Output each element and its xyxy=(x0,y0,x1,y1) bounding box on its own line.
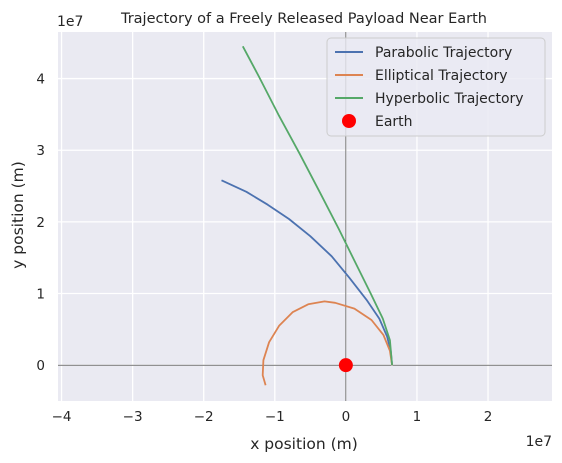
legend-label-parabolic-trajectory: Parabolic Trajectory xyxy=(375,45,512,61)
x-tick-label: 1 xyxy=(413,409,422,425)
parabolic-trajectory-line xyxy=(221,179,393,366)
y-tick-labels: 0 1 2 3 4 xyxy=(36,72,45,375)
y-tick-label: 4 xyxy=(36,72,45,88)
x-tick-labels: −4 −3 −2 −1 0 1 2 xyxy=(52,409,493,425)
legend-label-hyperbolic-trajectory: Hyperbolic Trajectory xyxy=(375,91,524,107)
legend-swatch-earth xyxy=(342,114,356,128)
x-tick-label: −2 xyxy=(194,409,214,425)
x-grid-lines xyxy=(60,32,489,401)
x-tick-label: −1 xyxy=(265,409,285,425)
earth-marker xyxy=(338,358,353,373)
hyperbolic-trajectory-line xyxy=(242,45,393,366)
legend-label-elliptical-trajectory: Elliptical Trajectory xyxy=(375,68,508,84)
elliptical-trajectory-line xyxy=(261,300,393,386)
y-tick-label: 3 xyxy=(36,143,45,159)
x-tick-label: 0 xyxy=(342,409,351,425)
y-tick-label: 1 xyxy=(36,287,45,303)
x-tick-label: 2 xyxy=(484,409,493,425)
y-offset-label: 1e7 xyxy=(57,14,83,30)
legend: Parabolic Trajectory Elliptical Trajector… xyxy=(326,37,546,137)
y-tick-label: 2 xyxy=(36,215,45,231)
series-layer xyxy=(221,45,393,386)
y-axis-label: y position (m) xyxy=(9,161,27,269)
marker-layer xyxy=(338,358,353,373)
legend-label-earth: Earth xyxy=(375,114,413,130)
chart-title: Trajectory of a Freely Released Payload … xyxy=(120,11,487,27)
x-axis-label: x position (m) xyxy=(250,435,358,453)
x-tick-label: −4 xyxy=(52,409,72,425)
y-tick-label: 0 xyxy=(36,358,45,374)
x-tick-label: −3 xyxy=(123,409,143,425)
legend-box xyxy=(326,37,546,137)
x-offset-label: 1e7 xyxy=(526,434,552,450)
